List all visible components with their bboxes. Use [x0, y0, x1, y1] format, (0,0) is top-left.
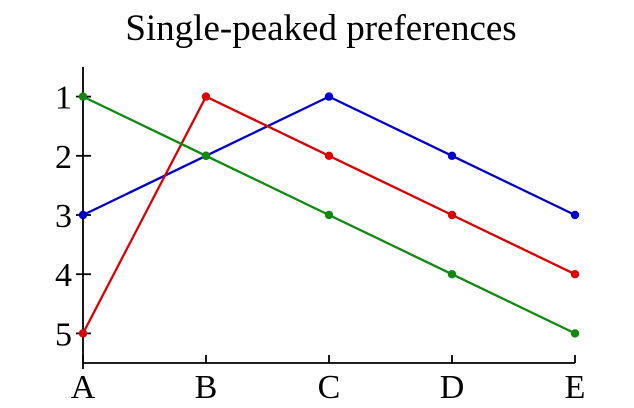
- green-voter-data-point-A: [78, 92, 88, 101]
- green-voter-series: [78, 92, 580, 338]
- y-tick-label-4: 4: [55, 257, 72, 294]
- green-voter-data-point-E: [570, 329, 580, 338]
- x-tick-label-C: C: [318, 369, 341, 406]
- red-voter-data-point-B: [201, 92, 211, 101]
- x-tick-label-E: E: [565, 369, 586, 406]
- blue-voter-data-point-A: [78, 210, 88, 220]
- red-voter-data-point-A: [78, 329, 88, 338]
- chart-title: Single-peaked preferences: [125, 8, 517, 49]
- green-voter-data-point-D: [447, 270, 457, 279]
- red-voter-data-point-E: [570, 270, 580, 279]
- green-voter-data-point-B: [201, 151, 211, 160]
- red-voter-series: [78, 92, 580, 338]
- y-tick-label-3: 3: [55, 198, 72, 235]
- blue-voter-data-point-D: [447, 151, 457, 160]
- y-tick-label-2: 2: [55, 139, 72, 176]
- x-tick-label-A: A: [71, 369, 96, 406]
- green-voter-data-point-C: [324, 210, 334, 220]
- y-tick-label-1: 1: [55, 80, 72, 117]
- red-voter-data-point-D: [447, 210, 457, 220]
- blue-voter-data-point-E: [570, 210, 580, 220]
- y-tick-label-5: 5: [55, 316, 72, 353]
- red-voter-data-point-C: [324, 151, 334, 160]
- x-tick-label-D: D: [440, 369, 465, 406]
- x-tick-label-B: B: [195, 369, 218, 406]
- blue-voter-data-point-C: [324, 92, 334, 101]
